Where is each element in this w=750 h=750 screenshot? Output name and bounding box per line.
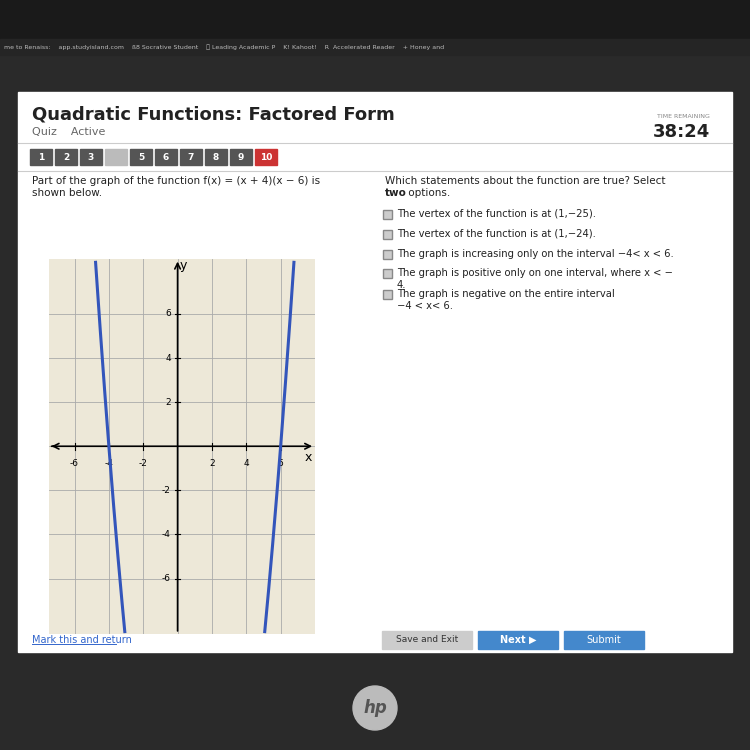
Text: 38:24: 38:24	[652, 123, 710, 141]
Bar	[180, 149, 202, 165]
Bar	[230, 149, 252, 165]
Text: Which statements about the function are true? Select: Which statements about the function are …	[385, 176, 665, 186]
Circle shape	[353, 686, 397, 730]
Bar	[383, 230, 392, 239]
Text: 9: 9	[238, 152, 244, 161]
Text: The graph is negative on the entire interval: The graph is negative on the entire inte…	[397, 289, 615, 299]
Bar	[130, 149, 152, 165]
Text: 6: 6	[278, 460, 284, 469]
Text: options.: options.	[405, 188, 450, 198]
Text: −4 < x< 6.: −4 < x< 6.	[397, 301, 453, 311]
Text: 4: 4	[165, 353, 171, 362]
Text: -2: -2	[162, 486, 171, 495]
Text: 1: 1	[38, 152, 44, 161]
Text: Mark this and return: Mark this and return	[32, 635, 132, 645]
Text: TIME REMAINING: TIME REMAINING	[657, 113, 710, 118]
Text: 4: 4	[244, 460, 249, 469]
Text: 2: 2	[63, 152, 69, 161]
Bar	[205, 149, 227, 165]
Text: Submit: Submit	[586, 635, 621, 645]
Bar	[0, 39, 750, 55]
Text: 6: 6	[165, 310, 171, 319]
Text: 2: 2	[165, 398, 171, 406]
Text: Quiz    Active: Quiz Active	[32, 127, 105, 137]
Text: 6: 6	[163, 152, 170, 161]
Text: Save and Exit: Save and Exit	[396, 635, 458, 644]
Text: 2: 2	[209, 460, 214, 469]
Bar	[383, 210, 392, 219]
Bar	[564, 631, 644, 649]
Text: me to Renaiss:    app.studyisland.com    ß8 Socrative Student     Leading Acade: me to Renaiss: app.studyisland.com ß8 So…	[4, 44, 444, 50]
Bar	[155, 149, 177, 165]
Bar	[383, 290, 392, 299]
Text: Next ▶: Next ▶	[500, 635, 536, 645]
Text: Quadratic Functions: Factored Form: Quadratic Functions: Factored Form	[32, 105, 395, 123]
Text: The vertex of the function is at (1,−24).: The vertex of the function is at (1,−24)…	[397, 229, 596, 239]
Bar	[80, 149, 102, 165]
Text: The graph is positive only on one interval, where x < −: The graph is positive only on one interv…	[397, 268, 673, 278]
Text: x: x	[304, 451, 312, 464]
Text: 3: 3	[88, 152, 94, 161]
Bar	[0, 0, 750, 40]
Text: -4: -4	[104, 460, 113, 469]
Text: 7: 7	[188, 152, 194, 161]
Text: two: two	[385, 188, 406, 198]
Bar	[105, 149, 127, 165]
Bar	[18, 92, 732, 652]
Bar	[30, 149, 52, 165]
Text: 5: 5	[138, 152, 144, 161]
Text: 8: 8	[213, 152, 219, 161]
Text: The vertex of the function is at (1,−25).: The vertex of the function is at (1,−25)…	[397, 209, 596, 219]
Text: -6: -6	[162, 574, 171, 583]
Text: The graph is increasing only on the interval −4< x < 6.: The graph is increasing only on the inte…	[397, 249, 674, 259]
Text: Part of the graph of the function f(x) = (x + 4)(x − 6) is: Part of the graph of the function f(x) =…	[32, 176, 320, 186]
Text: 4.: 4.	[397, 280, 406, 290]
Bar	[255, 149, 277, 165]
Text: -6: -6	[70, 460, 79, 469]
Bar	[383, 269, 392, 278]
Bar	[383, 250, 392, 259]
Text: -2: -2	[139, 460, 148, 469]
Text: -4: -4	[162, 530, 171, 539]
Bar	[382, 631, 472, 649]
Text: y: y	[180, 259, 188, 272]
Text: 10: 10	[260, 152, 272, 161]
Bar	[478, 631, 558, 649]
Text: hp: hp	[363, 699, 387, 717]
Text: shown below.: shown below.	[32, 188, 102, 198]
Bar	[55, 149, 77, 165]
